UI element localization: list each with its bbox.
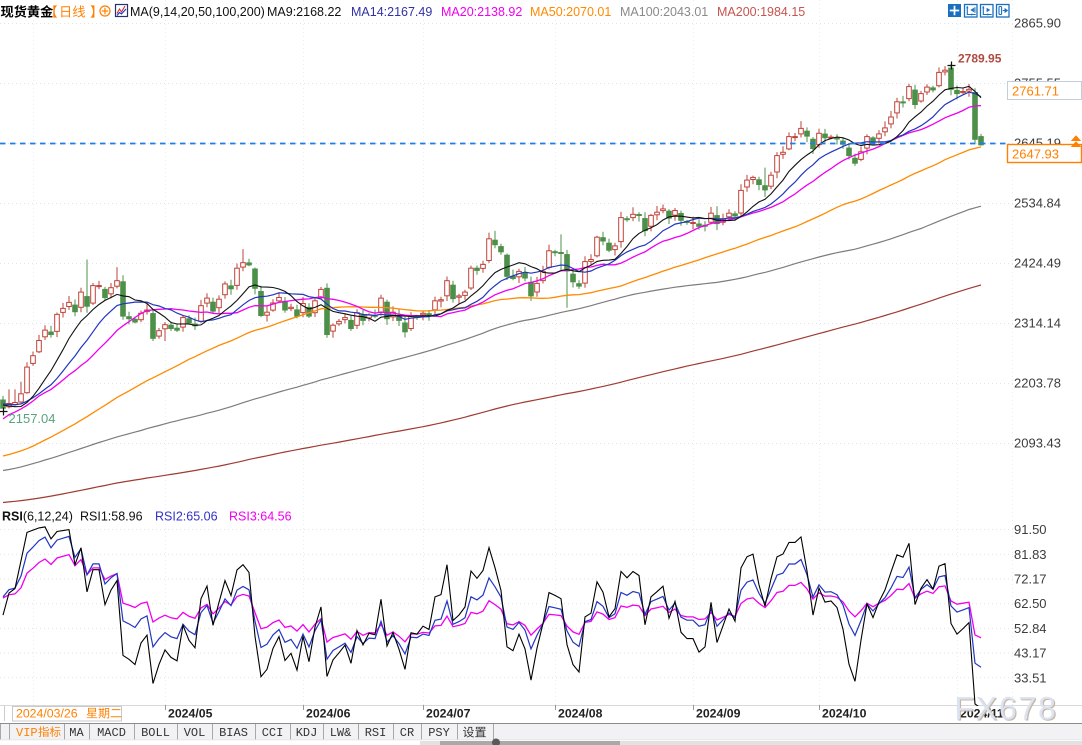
svg-text:2024/10: 2024/10 (822, 707, 867, 721)
svg-text:VOL: VOL (184, 726, 206, 740)
svg-text:2024/08: 2024/08 (558, 707, 603, 721)
svg-text:62.50: 62.50 (1014, 596, 1047, 611)
svg-text:CCI: CCI (262, 726, 284, 740)
svg-text:CR: CR (400, 726, 414, 740)
svg-text:2424.49: 2424.49 (1014, 256, 1061, 271)
svg-text:BIAS: BIAS (219, 726, 248, 740)
svg-text:VIP: VIP (16, 726, 38, 740)
svg-text:MA100:2043.01: MA100:2043.01 (620, 5, 708, 19)
svg-text:RSI(6,12,24): RSI(6,12,24) (2, 510, 73, 524)
svg-text:RSI2:65.06: RSI2:65.06 (155, 510, 218, 524)
svg-text:91.50: 91.50 (1014, 522, 1047, 537)
svg-text:52.84: 52.84 (1014, 621, 1047, 636)
svg-text:2865.90: 2865.90 (1014, 16, 1061, 31)
svg-text:BOLL: BOLL (141, 726, 170, 740)
svg-text:MA9:2168.22: MA9:2168.22 (267, 5, 341, 19)
svg-text:MACD: MACD (97, 726, 126, 740)
svg-text:81.83: 81.83 (1014, 547, 1047, 562)
svg-text:2761.71: 2761.71 (1012, 84, 1059, 99)
svg-text:2647.93: 2647.93 (1012, 147, 1059, 162)
svg-text:FX678: FX678 (954, 691, 1057, 727)
svg-text:MA50:2070.01: MA50:2070.01 (530, 5, 611, 19)
svg-text:2157.04: 2157.04 (9, 411, 56, 426)
svg-text:MA14:2167.49: MA14:2167.49 (351, 5, 432, 19)
svg-text:2024/11: 2024/11 (960, 707, 1004, 721)
svg-text:2024/07: 2024/07 (426, 707, 471, 721)
svg-text:2203.78: 2203.78 (1014, 376, 1061, 391)
svg-text:2024/05: 2024/05 (168, 707, 213, 721)
svg-text:MA20:2138.92: MA20:2138.92 (441, 5, 522, 19)
svg-text:2024/09: 2024/09 (696, 707, 741, 721)
svg-text:RSI: RSI (365, 726, 387, 740)
svg-text:2024/03/26: 2024/03/26 (16, 707, 78, 721)
svg-text:72.17: 72.17 (1014, 572, 1047, 587)
svg-text:43.17: 43.17 (1014, 646, 1047, 661)
svg-text:2534.84: 2534.84 (1014, 196, 1061, 211)
svg-text:2093.43: 2093.43 (1014, 436, 1061, 451)
svg-text:MA: MA (69, 726, 84, 740)
svg-text:FX678: FX678 (955, 692, 1058, 728)
svg-text:RSI1:58.96: RSI1:58.96 (80, 510, 143, 524)
svg-text:PSY: PSY (428, 726, 450, 740)
svg-text:MA200:1984.15: MA200:1984.15 (717, 5, 805, 19)
svg-text:KDJ: KDJ (296, 726, 318, 740)
svg-text:RSI3:64.56: RSI3:64.56 (229, 510, 292, 524)
svg-text:33.51: 33.51 (1014, 670, 1047, 685)
svg-text:LW&: LW& (330, 726, 352, 740)
svg-text:2314.14: 2314.14 (1014, 316, 1061, 331)
svg-text:2789.95: 2789.95 (958, 52, 1002, 66)
svg-text:MA(9,14,20,50,100,200): MA(9,14,20,50,100,200) (130, 5, 265, 19)
svg-text:2024/06: 2024/06 (306, 707, 351, 721)
